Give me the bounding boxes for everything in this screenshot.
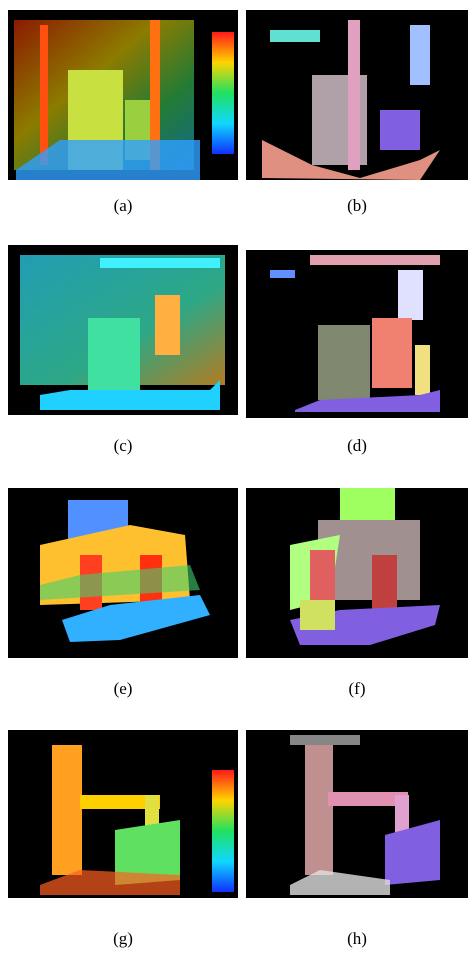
figure: (a) (b) (c) (d) (e) (f) (g) (h) (0, 0, 468, 954)
panel-caption: (a) (114, 196, 133, 215)
panel-image (8, 10, 238, 180)
panel-image (246, 488, 468, 658)
panel-image (8, 730, 238, 898)
panel-image (246, 250, 468, 418)
page: {"panels": [ {"label": "(a)"}, {"label":… (0, 0, 468, 954)
panel-caption: (g) (113, 929, 133, 948)
panel-caption: (f) (349, 679, 366, 698)
panel-caption: (c) (114, 436, 133, 455)
panel-image (8, 245, 238, 415)
panel-caption: (h) (347, 929, 367, 948)
panel-image (246, 10, 468, 180)
panel-caption: (e) (114, 679, 133, 698)
panel-caption: (d) (347, 436, 367, 455)
panel-image (8, 488, 238, 658)
panel-caption: (b) (347, 196, 367, 215)
panel-image (246, 730, 468, 898)
